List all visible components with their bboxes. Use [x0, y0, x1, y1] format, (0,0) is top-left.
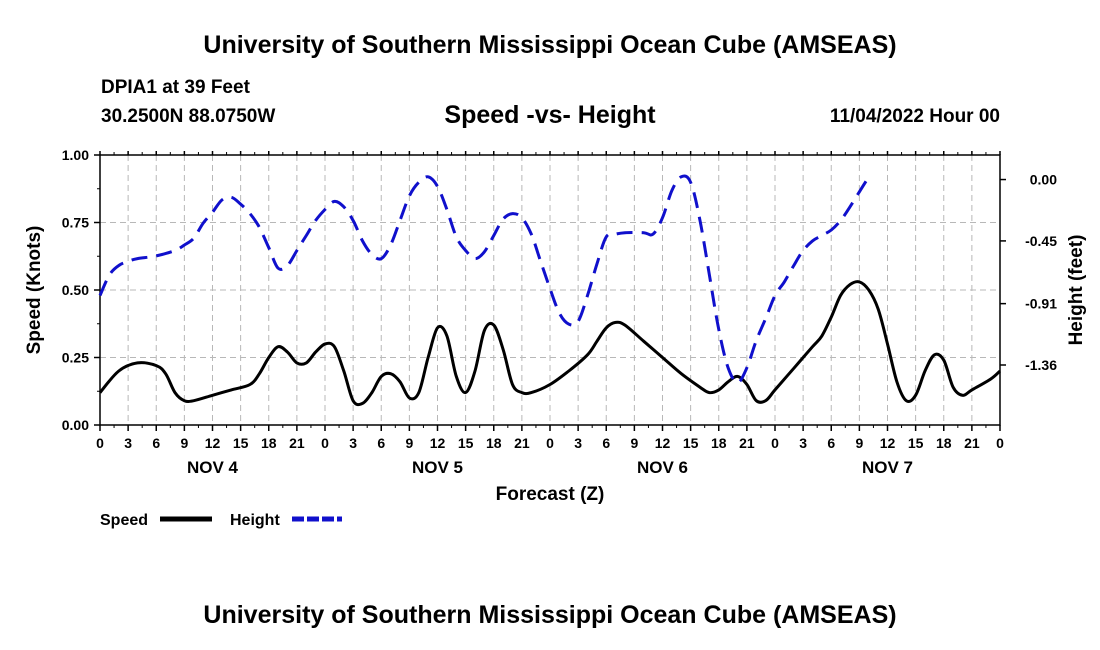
x-axis-label: Forecast (Z): [496, 484, 605, 505]
x-tick-label: 0: [996, 435, 1004, 451]
series-lines: [98, 174, 1002, 407]
chart-title: Speed -vs- Height: [444, 101, 656, 129]
legend: Speed Height: [100, 512, 342, 529]
x-tick-label: 3: [349, 435, 357, 451]
day-label: NOV 7: [862, 458, 913, 477]
series-speed-line: [98, 280, 1002, 407]
x-tick-label: 0: [546, 435, 554, 451]
day-label: NOV 4: [187, 458, 239, 477]
x-tick-label: 6: [602, 435, 610, 451]
y2-tick-label: -0.91: [1025, 296, 1057, 312]
day-label: NOV 6: [637, 458, 688, 477]
x-tick-label: 3: [574, 435, 582, 451]
y-axis-label: Speed (Knots): [24, 226, 45, 355]
y-tick-label: 0.75: [62, 215, 89, 231]
y-tick-label: 0.00: [62, 417, 89, 433]
x-tick-label: 18: [936, 435, 952, 451]
legend-label-height: Height: [230, 512, 280, 529]
forecast-datetime: 11/04/2022 Hour 00: [829, 106, 1000, 127]
legend-label-speed: Speed: [100, 512, 148, 529]
y2-tick-label: 0.00: [1030, 172, 1057, 188]
x-tick-label: 0: [321, 435, 329, 451]
x-tick-label: 3: [799, 435, 807, 451]
x-tick-label: 0: [96, 435, 104, 451]
station-label: DPIA1 at 39 Feet: [101, 77, 250, 98]
x-tick-label: 0: [771, 435, 779, 451]
station-coords: 30.2500N 88.0750W: [101, 106, 276, 127]
x-tick-label: 21: [514, 435, 530, 451]
x-tick-label: 15: [908, 435, 924, 451]
x-tick-label: 21: [739, 435, 755, 451]
footer-title: University of Southern Mississippi Ocean…: [203, 601, 897, 629]
x-tick-label: 6: [827, 435, 835, 451]
day-label: NOV 5: [412, 458, 463, 477]
x-tick-label: 12: [430, 435, 446, 451]
page-title: University of Southern Mississippi Ocean…: [203, 31, 897, 59]
axes: 0 3 6 9 12 15 18 21 0 3 6 9 12 15 18 21 0 3 6 9 12 15 18 21 0 3 6 9…: [62, 147, 1057, 477]
grid: [100, 155, 1000, 425]
x-tick-label: 6: [377, 435, 385, 451]
y2-tick-label: -0.45: [1025, 233, 1057, 249]
x-tick-label: 9: [855, 435, 863, 451]
x-tick-label: 18: [486, 435, 502, 451]
x-tick-label: 15: [458, 435, 474, 451]
x-tick-label: 12: [880, 435, 896, 451]
x-tick-label: 18: [261, 435, 277, 451]
x-tick-label: 9: [405, 435, 413, 451]
x-tick-label: 15: [233, 435, 249, 451]
x-tick-label: 21: [289, 435, 305, 451]
y-tick-label: 0.50: [62, 282, 89, 298]
x-tick-label: 12: [205, 435, 221, 451]
x-tick-label: 21: [964, 435, 980, 451]
x-tick-label: 9: [180, 435, 188, 451]
x-tick-label: 3: [124, 435, 132, 451]
x-tick-label: 15: [683, 435, 699, 451]
series-height-line: [98, 174, 871, 385]
x-tick-label: 9: [630, 435, 638, 451]
y2-tick-label: -1.36: [1025, 357, 1057, 373]
y-tick-label: 1.00: [62, 147, 89, 163]
x-tick-label: 12: [655, 435, 671, 451]
y2-axis-label: Height (feet): [1066, 235, 1087, 346]
x-tick-label: 6: [152, 435, 160, 451]
x-tick-label: 18: [711, 435, 727, 451]
y-tick-label: 0.25: [62, 350, 89, 366]
